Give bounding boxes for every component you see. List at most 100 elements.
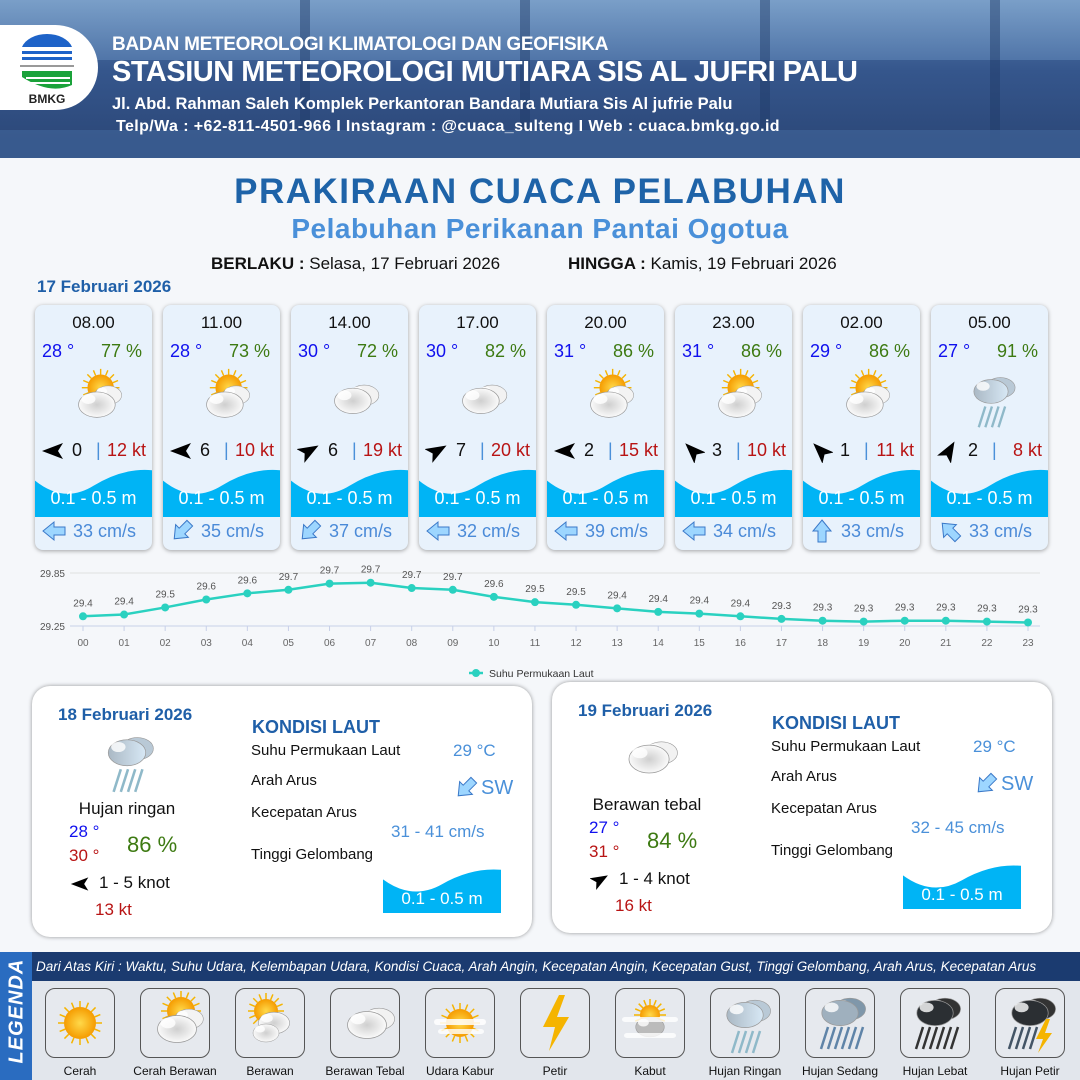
legend-item-label: Hujan Petir [1000, 1064, 1060, 1078]
data-point[interactable] [489, 592, 498, 601]
legend-label[interactable]: Suhu Permukaan Laut [489, 668, 594, 680]
x-tick-label: 02 [160, 638, 172, 649]
data-point[interactable] [572, 600, 581, 609]
x-tick-label: 21 [940, 638, 952, 649]
data-point[interactable] [530, 598, 539, 607]
legend-item-label: Cerah [63, 1064, 97, 1078]
legend-item-label: Berawan [246, 1064, 294, 1078]
data-point[interactable] [654, 607, 663, 616]
wind-direction-icon [553, 439, 577, 463]
panel-humidity: 84 % [647, 828, 698, 853]
current-direction-value: SW [1001, 773, 1034, 795]
card-humidity: 82 % [484, 341, 526, 361]
legend-item-label: Berawan Tebal [325, 1064, 405, 1078]
data-point[interactable] [900, 616, 909, 625]
data-label: 29.3 [977, 604, 997, 615]
data-point[interactable] [79, 612, 87, 621]
x-tick-label: 04 [242, 638, 254, 649]
data-point[interactable] [982, 617, 991, 626]
sst-value: 29 °C [973, 737, 1016, 756]
data-label: 29.7 [443, 572, 463, 583]
data-point[interactable] [818, 616, 827, 625]
data-point[interactable] [120, 610, 129, 619]
card-wave-height: 0.1 - 0.5 m [562, 488, 649, 508]
data-point[interactable] [161, 603, 170, 612]
legend-item: Cerah [34, 988, 126, 1080]
separator: | [608, 440, 613, 460]
data-point[interactable] [777, 614, 786, 623]
data-point[interactable] [859, 617, 868, 626]
legend-item-label: Kabut [634, 1064, 666, 1078]
x-tick-label: 07 [365, 638, 377, 649]
legend-item: Hujan Lebat [889, 988, 981, 1080]
card-humidity: 86 % [868, 341, 910, 361]
x-tick-label: 19 [858, 638, 870, 649]
data-point[interactable] [736, 612, 745, 621]
valid-from: BERLAKU : Selasa, 17 Februari 2026 [211, 254, 500, 274]
card-temperature: 31 ° [554, 341, 587, 361]
legend-title-bar: LEGENDA [0, 952, 32, 1080]
data-label: 29.4 [648, 594, 668, 605]
card-time: 20.00 [584, 313, 627, 332]
panel-gust: 13 kt [95, 900, 132, 919]
data-point[interactable] [366, 578, 375, 587]
legend-item: Hujan Ringan [699, 988, 791, 1080]
panel-temp-max: 31 ° [589, 842, 620, 861]
data-label: 29.7 [402, 570, 422, 581]
forecast-card: 05.00 27 ° 91 % 2 | 8 kt 0.1 - 0.5 m 33 … [931, 305, 1048, 550]
panel-humidity: 86 % [127, 832, 178, 857]
wave-height-value: 0.1 - 0.5 m [401, 889, 483, 908]
udara-kabur-icon [425, 988, 495, 1058]
data-point[interactable] [407, 584, 416, 593]
valid-from-value: Selasa, 17 Februari 2026 [309, 254, 501, 273]
card-gust: 20 kt [490, 440, 530, 460]
current-direction-icon [169, 518, 195, 544]
current-speed-label: Kecepatan Arus [251, 804, 357, 821]
card-wind-speed: 1 [840, 440, 851, 460]
data-point[interactable] [1024, 618, 1032, 627]
current-direction-icon [681, 518, 707, 544]
card-current-speed: 32 cm/s [457, 521, 521, 541]
data-label: 29.7 [279, 572, 299, 583]
sea-condition-title: KONDISI LAUT [772, 713, 900, 733]
data-label: 29.6 [197, 582, 217, 593]
berawan-tebal-icon [330, 988, 400, 1058]
wave-shape [35, 465, 152, 517]
legend-item-label: Hujan Ringan [708, 1064, 782, 1078]
data-point[interactable] [325, 579, 334, 588]
card-gust: 12 kt [106, 440, 146, 460]
x-tick-label: 00 [77, 638, 89, 649]
station-contact: Telp/Wa : +62-811-4501-966 I Instagram :… [116, 118, 780, 135]
card-gust: 19 kt [362, 440, 402, 460]
hujan-ringan-weather-icon [955, 367, 1027, 431]
data-label: 29.3 [1018, 604, 1038, 615]
card-humidity: 91 % [996, 341, 1038, 361]
x-tick-label: 15 [694, 638, 706, 649]
card-time: 17.00 [456, 313, 499, 332]
legend-item-label: Petir [542, 1064, 568, 1078]
data-point[interactable] [695, 609, 704, 618]
data-point[interactable] [613, 604, 622, 613]
station-name: STASIUN METEOROLOGI MUTIARA SIS AL JUFRI… [112, 56, 858, 88]
card-gust: 8 kt [1012, 440, 1042, 460]
x-tick-label: 05 [283, 638, 295, 649]
wave-shape [419, 465, 536, 517]
panel-temp-min: 28 ° [69, 822, 100, 841]
data-label: 29.5 [525, 584, 545, 595]
data-point[interactable] [284, 585, 293, 594]
data-point[interactable] [202, 595, 211, 604]
wave-shape [163, 465, 280, 517]
card-wave-height: 0.1 - 0.5 m [946, 488, 1033, 508]
data-point[interactable] [243, 589, 252, 598]
data-point[interactable] [941, 616, 950, 625]
card-wind-speed: 2 [584, 440, 595, 460]
legend-description: Dari Atas Kiri : Waktu, Suhu Udara, Kele… [32, 952, 1080, 981]
legend-item-label: Cerah Berawan [133, 1064, 217, 1078]
data-point[interactable] [448, 585, 457, 594]
sst-value: 29 °C [453, 741, 496, 760]
cerah-berawan-weather-icon [59, 367, 131, 431]
current-direction-icon [973, 771, 999, 797]
card-humidity: 73 % [228, 341, 270, 361]
card-time: 11.00 [200, 313, 243, 332]
x-tick-label: 06 [324, 638, 336, 649]
